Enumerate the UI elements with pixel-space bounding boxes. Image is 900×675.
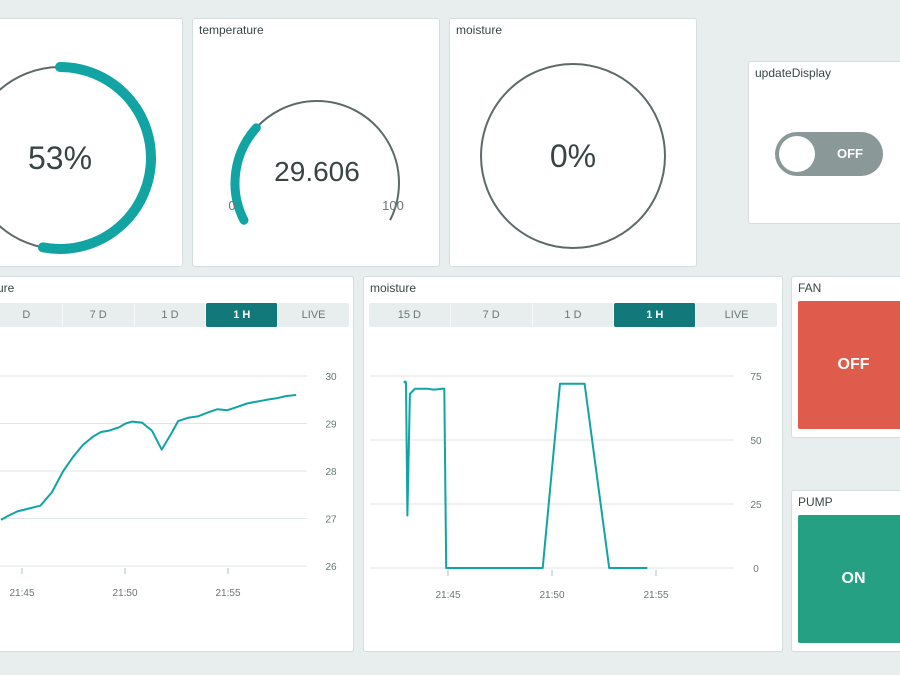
range-option[interactable]: LIVE (301, 309, 326, 321)
moisture-gauge-value: 0% (550, 138, 596, 174)
range-option[interactable]: 1 D (135, 303, 207, 327)
temperature-gauge-card: temperature 29.606 0 100 (192, 18, 440, 267)
temperature-gauge-value: 29.606 (274, 156, 360, 187)
x-tick-label: 21:50 (112, 588, 137, 599)
humidity-gauge-arc (37, 62, 156, 254)
temperature-gauge-min: 0 (228, 198, 235, 213)
range-option[interactable]: LIVE (724, 309, 749, 321)
humidity-gauge-card: 53% (0, 18, 183, 267)
temperature-gauge-max: 100 (382, 198, 404, 213)
moisture-chart-range-selector: 15 D 7 D 1 D 1 H LIVE (369, 303, 777, 327)
toggle-knob (779, 136, 815, 172)
temperature-gauge-arc (230, 123, 261, 225)
moisture-gauge-title: moisture (456, 23, 503, 37)
y-tick-label: 25 (750, 500, 762, 511)
range-option-active[interactable]: 1 H (206, 303, 279, 327)
update-display-title: updateDisplay (755, 66, 832, 80)
x-tick-label: 21:50 (539, 590, 564, 601)
moisture-chart-title: moisture (370, 281, 417, 295)
y-tick-label: 29 (325, 420, 337, 431)
pump-button[interactable]: ON (798, 515, 900, 643)
x-tick-label: 21:45 (435, 590, 460, 601)
range-option[interactable]: D (0, 303, 63, 327)
range-option[interactable]: 15 D (369, 303, 451, 327)
x-tick-label: 21:55 (215, 588, 240, 599)
y-tick-label: 27 (325, 515, 337, 526)
range-option-active[interactable]: 1 H (614, 303, 697, 327)
temperature-chart-title: ure (0, 281, 15, 295)
x-tick-label: 21:55 (643, 590, 668, 601)
range-option[interactable]: 7 D (451, 303, 533, 327)
y-tick-label: 50 (750, 436, 762, 447)
y-tick-label: 0 (753, 564, 759, 575)
pump-card: PUMP ON (791, 490, 900, 652)
range-option[interactable]: 1 D (533, 303, 615, 327)
moisture-gauge: 0% (480, 63, 666, 249)
moisture-chart-card: moisture 15 D 7 D 1 D 1 H LIVE 75 50 25 0 21… (363, 276, 783, 652)
temperature-gauge-title: temperature (199, 23, 264, 37)
pump-title: PUMP (798, 495, 833, 509)
moisture-gauge-track (480, 63, 666, 249)
update-display-card: updateDisplay OFF (748, 61, 900, 224)
y-tick-label: 26 (325, 562, 337, 573)
fan-card: FAN OFF (791, 276, 900, 438)
series-line-temperature (0, 394, 297, 521)
x-tick-label: 21:45 (9, 588, 34, 599)
series-line-moisture (403, 380, 648, 569)
humidity-gauge: 53% (0, 62, 156, 254)
moisture-gauge-card: moisture 0% (449, 18, 697, 267)
update-display-toggle[interactable]: OFF (775, 132, 883, 176)
temperature-chart-card: ure D 7 D 1 D 1 H LIVE 30 29 28 27 26 21:45 21… (0, 276, 354, 652)
y-tick-label: 30 (325, 372, 337, 383)
temperature-chart: 30 29 28 27 26 21:45 21:50 21:55 (0, 372, 337, 599)
fan-title: FAN (798, 281, 822, 295)
y-tick-label: 28 (325, 467, 337, 478)
humidity-gauge-value: 53% (28, 140, 92, 176)
range-option[interactable]: 7 D (63, 303, 135, 327)
toggle-state-label: OFF (837, 146, 863, 161)
temperature-gauge: 29.606 0 100 (228, 100, 404, 225)
moisture-chart: 75 50 25 0 21:45 21:50 21:55 (370, 372, 762, 601)
temperature-chart-range-selector: D 7 D 1 D 1 H LIVE (0, 303, 349, 327)
y-tick-label: 75 (750, 372, 762, 383)
fan-button[interactable]: OFF (798, 301, 900, 429)
